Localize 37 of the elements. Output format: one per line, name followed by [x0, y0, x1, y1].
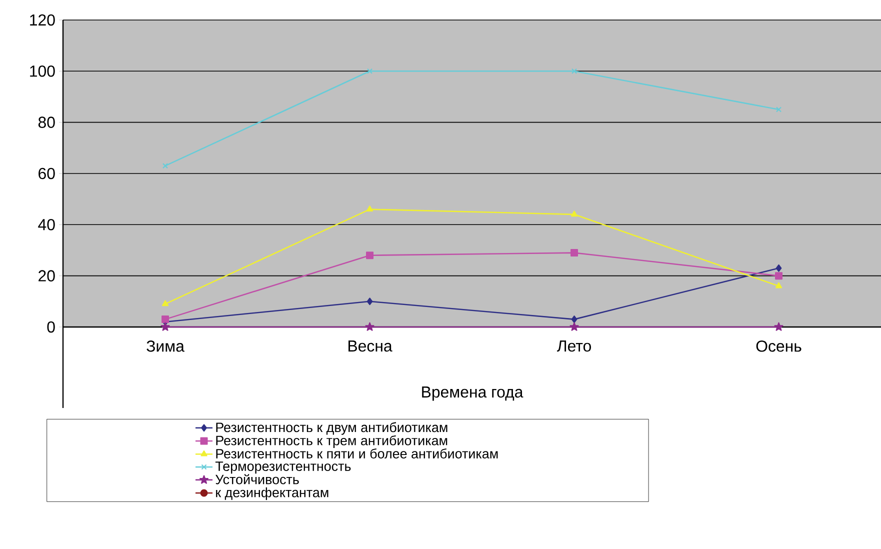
legend-label: Устойчивость	[216, 474, 299, 484]
point	[776, 106, 782, 112]
y-tick-label: 0	[47, 321, 55, 333]
point	[162, 300, 169, 306]
point	[160, 322, 170, 331]
x-tick-label: Зима	[146, 340, 184, 352]
legend-label: Резистентность к двум антибиотикам	[216, 422, 448, 435]
point	[162, 316, 170, 324]
point	[571, 316, 578, 324]
y-tick-label: 60	[38, 168, 55, 180]
y-tick-label: 80	[38, 116, 55, 128]
point	[775, 282, 782, 288]
point	[366, 206, 374, 212]
legend-label: Резистентность к пяти и более антибиотикам	[216, 448, 498, 458]
point	[775, 272, 783, 280]
x-axis-title: Времена года	[422, 386, 524, 401]
legend-label: Резистентность к трем антибиотикам	[216, 435, 448, 448]
y-tick-label: 40	[38, 219, 55, 230]
point	[366, 298, 373, 306]
point	[366, 68, 373, 74]
point	[570, 210, 578, 217]
point	[774, 322, 784, 331]
point	[365, 322, 374, 331]
y-tick-label: 100	[30, 66, 55, 77]
point	[571, 68, 578, 74]
legend-label: к дезинфектантам	[216, 487, 328, 500]
y-tick-label: 120	[30, 14, 55, 26]
x-tick-label: Весна	[348, 340, 392, 352]
x-tick-label: Лето	[557, 340, 591, 352]
y-tick-label: 20	[38, 270, 55, 282]
point	[366, 252, 374, 260]
point	[570, 322, 579, 331]
legend-label: Терморезистентность	[215, 462, 351, 474]
point	[162, 163, 168, 169]
x-tick-label: Осень	[756, 340, 802, 352]
point	[776, 264, 782, 272]
point	[570, 249, 578, 257]
